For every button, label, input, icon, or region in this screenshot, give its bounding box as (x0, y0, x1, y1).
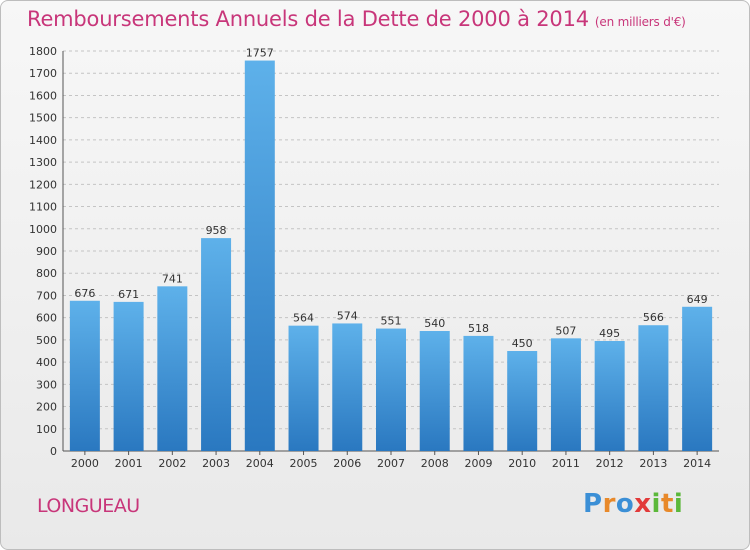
x-tick-label: 2011 (552, 457, 580, 470)
data-label: 450 (512, 337, 533, 350)
bars: 676 671 741 958 1757 564 574 551 540 518 450 507 495… (69, 47, 713, 452)
bar (113, 301, 144, 451)
proxiti-logo: Proxiti (583, 489, 683, 519)
logo-letter: i (673, 489, 684, 519)
data-label: 676 (74, 287, 95, 300)
data-label: 564 (293, 312, 314, 325)
data-label: 566 (643, 311, 664, 324)
data-label: 649 (687, 293, 708, 306)
x-axis: 2000 2001 2002 2003 2004 2005 2006 2007 2008 2009… (71, 451, 711, 470)
logo-letter: t (660, 489, 674, 519)
data-label: 671 (118, 288, 139, 301)
y-tick-label: 1500 (29, 112, 57, 125)
chart-title: Remboursements Annuels de la Dette de 20… (27, 7, 686, 31)
x-tick-label: 2004 (246, 457, 274, 470)
x-tick-label: 2010 (508, 457, 536, 470)
bar (244, 60, 275, 452)
data-label: 551 (381, 315, 402, 328)
title-unit: (en milliers d'€) (594, 15, 686, 29)
bar (288, 325, 319, 451)
data-label: 518 (468, 322, 489, 335)
bar (638, 325, 669, 451)
x-tick-label: 2001 (115, 457, 143, 470)
y-tick-label: 300 (36, 378, 57, 391)
y-tick-label: 500 (36, 334, 57, 347)
y-tick-label: 1100 (29, 201, 57, 214)
bar (157, 286, 188, 451)
y-tick-label: 900 (36, 245, 57, 258)
data-label: 741 (162, 272, 183, 285)
x-tick-label: 2005 (290, 457, 318, 470)
logo-letter: P (583, 489, 603, 519)
title-text: Remboursements Annuels de la Dette de 20… (27, 7, 589, 31)
y-tick-label: 800 (36, 267, 57, 280)
y-tick-label: 600 (36, 312, 57, 325)
y-tick-label: 200 (36, 401, 57, 414)
logo-letter: i (651, 489, 661, 519)
logo-letter: o (615, 489, 635, 519)
x-tick-label: 2002 (158, 457, 186, 470)
bar (376, 328, 406, 451)
logo-letter: x (634, 489, 652, 519)
bar (507, 351, 538, 451)
x-tick-label: 2012 (596, 457, 624, 470)
data-label: 495 (599, 327, 620, 340)
bar (550, 338, 581, 451)
y-tick-label: 1700 (29, 67, 57, 80)
x-tick-label: 2014 (683, 457, 711, 470)
y-tick-label: 100 (36, 423, 57, 436)
bar (69, 300, 100, 451)
x-tick-label: 2013 (639, 457, 667, 470)
data-label: 958 (206, 224, 227, 237)
bar (682, 306, 713, 451)
y-tick-label: 1600 (29, 89, 57, 102)
x-tick-label: 2003 (202, 457, 230, 470)
x-tick-label: 2009 (464, 457, 492, 470)
y-tick-label: 1200 (29, 178, 57, 191)
logo-letter: r (602, 489, 616, 519)
x-tick-label: 2008 (421, 457, 449, 470)
bar (419, 331, 450, 451)
y-tick-label: 1400 (29, 134, 57, 147)
bar (201, 238, 232, 451)
data-label: 1757 (246, 47, 274, 60)
y-tick-label: 1000 (29, 223, 57, 236)
data-label: 540 (424, 317, 445, 330)
y-tick-label: 1800 (29, 45, 57, 58)
data-label: 574 (337, 309, 358, 322)
y-tick-label: 700 (36, 289, 57, 302)
y-tick-label: 1300 (29, 156, 57, 169)
bar (332, 323, 363, 451)
data-label: 507 (555, 324, 576, 337)
commune-name: LONGUEAU (37, 495, 140, 517)
x-tick-label: 2006 (333, 457, 361, 470)
x-tick-label: 2007 (377, 457, 405, 470)
y-tick-label: 0 (50, 445, 57, 458)
y-tick-label: 400 (36, 356, 57, 369)
x-tick-label: 2000 (71, 457, 99, 470)
bar (463, 335, 494, 451)
bar (594, 341, 625, 451)
